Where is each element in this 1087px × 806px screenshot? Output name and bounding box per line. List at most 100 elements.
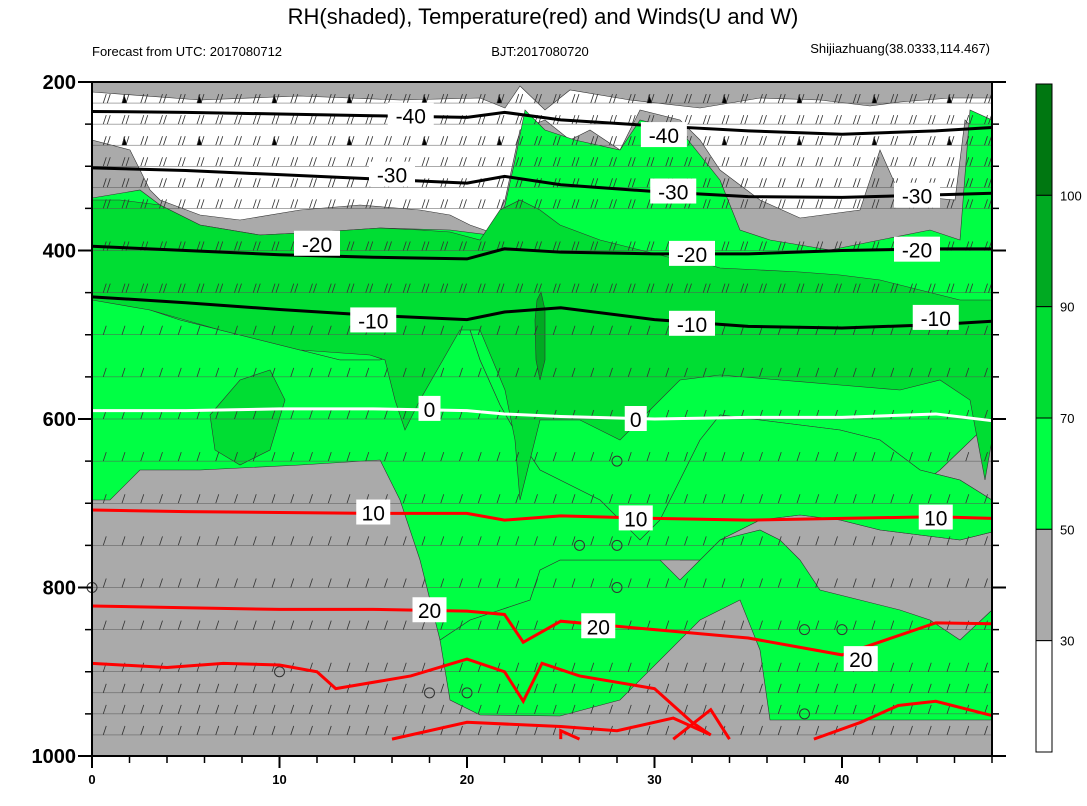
wind-barb (177, 494, 182, 504)
wind-barb (646, 157, 655, 167)
wind-barb (140, 704, 145, 715)
wind-barb (252, 494, 257, 504)
wind-barb (515, 620, 520, 630)
wind-barb (234, 683, 238, 693)
wind-barb (327, 451, 332, 462)
wind-barb (327, 178, 336, 188)
wind-barb (234, 199, 242, 209)
wind-barb (534, 683, 538, 693)
wind-barb (627, 93, 636, 104)
wind-barb (346, 93, 355, 104)
wind-barb (196, 725, 201, 736)
wind-barb (777, 283, 786, 293)
wind-barb (909, 494, 913, 504)
wind-barb (609, 93, 617, 104)
wind-barb (309, 704, 313, 715)
wind-barb (477, 494, 482, 504)
wind-barb (102, 114, 111, 125)
wind-barb (215, 451, 220, 462)
wind-barb (496, 725, 501, 736)
wind-barb (121, 494, 126, 504)
wind-barb (665, 283, 674, 293)
wind-barb (346, 241, 355, 251)
wind-barb (702, 199, 711, 209)
wind-barb (609, 494, 613, 504)
wind-barb (759, 199, 767, 209)
wind-barb (252, 367, 257, 378)
wind-barb (534, 367, 538, 378)
wind-barb (777, 578, 782, 588)
wind-barb (890, 367, 895, 378)
wind-barb (421, 536, 426, 546)
wind-barb (309, 620, 313, 630)
wind-barb (515, 283, 524, 293)
wind-barb (609, 536, 613, 546)
wind-barb (459, 283, 467, 293)
x-tick-label: 10 (272, 772, 286, 787)
wind-barb (871, 725, 876, 736)
wind-barb (815, 178, 824, 188)
wind-barb (402, 136, 411, 146)
wind-barb (815, 157, 824, 167)
wind-barb-pennant (197, 94, 202, 104)
wind-barb (852, 451, 857, 462)
contour-label-box (618, 505, 653, 531)
wind-barb (140, 136, 149, 146)
wind-barb (759, 620, 763, 630)
wind-barb (552, 683, 557, 693)
wind-barb (477, 241, 486, 251)
wind-barb (346, 283, 355, 293)
wind-barb (965, 578, 970, 588)
wind-barb (365, 536, 370, 546)
wind-barb (759, 283, 767, 293)
wind-barb (609, 704, 613, 715)
wind-barb (327, 136, 336, 146)
wind-barb (871, 704, 876, 715)
wind-barb (234, 178, 242, 188)
wind-barb (515, 536, 520, 546)
wind-barb (309, 114, 317, 125)
wind-barb (946, 136, 955, 146)
wind-barb (515, 451, 520, 462)
wind-barb (815, 662, 820, 672)
wind-barb (815, 494, 820, 504)
wind-barb (102, 578, 107, 588)
contour-label-box (894, 236, 940, 262)
calm-wind-circle (461, 687, 473, 699)
wind-barb (290, 451, 295, 462)
wind-barb (665, 451, 670, 462)
wind-barb (496, 199, 505, 209)
wind-barb (290, 114, 299, 125)
wind-barb (459, 494, 463, 504)
wind-barb (590, 494, 595, 504)
wind-barb (965, 199, 974, 209)
wind-barb (571, 241, 580, 251)
wind-barb (440, 536, 445, 546)
wind-barb (290, 199, 299, 209)
wind-barb (140, 93, 149, 104)
wind-barb (571, 451, 576, 462)
wind-barb (196, 178, 205, 188)
wind-barb (534, 536, 538, 546)
wind-barb (327, 157, 336, 167)
wind-barb (177, 367, 182, 378)
wind-barb (271, 704, 276, 715)
wind-barb (102, 199, 111, 209)
contour-label: 20 (849, 649, 872, 672)
wind-barb (421, 494, 426, 504)
wind-barb (140, 114, 149, 125)
wind-barb (796, 494, 801, 504)
wind-barb (290, 178, 299, 188)
wind-barb (721, 178, 730, 188)
wind-barb (834, 451, 838, 462)
wind-barb (309, 325, 313, 335)
wind-barb (627, 157, 636, 167)
wind-barb (759, 578, 763, 588)
wind-barb (571, 136, 580, 146)
wind-barb (721, 93, 730, 104)
wind-barb (365, 367, 370, 378)
wind-barb (590, 136, 599, 146)
wind-barb (346, 367, 351, 378)
wind-barb (927, 725, 932, 736)
wind-barb (665, 536, 670, 546)
